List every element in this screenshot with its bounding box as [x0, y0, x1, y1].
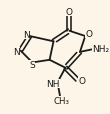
Text: S: S [29, 61, 35, 70]
Text: N: N [13, 47, 20, 56]
Text: NH: NH [46, 79, 60, 88]
Text: CH₃: CH₃ [53, 96, 70, 105]
Text: N: N [23, 31, 29, 40]
Text: NH₂: NH₂ [92, 45, 109, 54]
Text: O: O [78, 76, 85, 85]
Text: O: O [85, 30, 92, 39]
Text: O: O [66, 8, 73, 17]
